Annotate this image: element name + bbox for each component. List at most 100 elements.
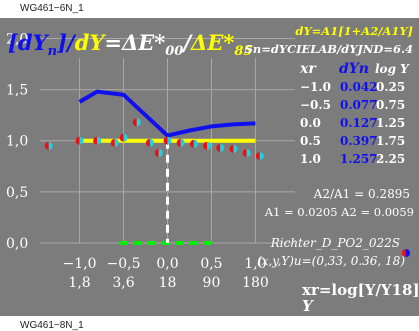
marker-right-half [167,136,172,145]
title-sub85: 85 [234,44,252,59]
data-marker [203,141,212,150]
marker-left-half [176,138,181,147]
title-dyn-sub: n [48,44,57,59]
title-slash: / [181,30,193,55]
data-marker [216,143,225,152]
marker-right-half [193,139,198,148]
x-tick-label-2: 1,8 [68,275,90,291]
marker-left-half [242,149,247,157]
title-dyn: dY [18,30,50,55]
source-coords: (x,y,Y)u=(0,33, 0.36, 18) [257,254,405,268]
grid [40,37,295,244]
title-sep: ]/ [56,30,77,55]
table-cell: 1.25 [376,116,405,130]
table-cell: 2.25 [376,152,405,166]
source-marker [402,249,410,257]
table-cell: 0.0 [300,116,321,130]
data-marker [189,139,198,148]
table-cell: −1.0 [300,80,331,94]
marker-left-half [255,152,260,161]
table-cell: 0.5 [300,134,321,148]
formula-line2: Sn=dYCIELAB/dYJND=6.4 [245,42,413,56]
marker-left-half [132,118,137,127]
x-axis-label-2: Y [302,297,314,315]
x-tick-label: 1,0 [244,256,266,272]
marker-left-half [154,149,159,157]
marker-left-half [203,141,208,150]
marker-right-half [123,133,128,142]
y-tick-labels: 0,0 0,5 1,0 1,5 2,0 [6,31,28,252]
title-dy: dY [75,30,107,55]
marker-right-half [97,136,102,145]
marker-left-half [145,138,150,147]
x-tick-label: 0,5 [200,256,222,272]
data-marker [119,133,128,142]
data-marker [145,138,154,147]
y-tick-label: 0,0 [6,236,28,252]
ratio-text: A2/A1 = 0.2895 [313,187,410,201]
table-header-dyn: dYn [339,61,369,77]
y-tick-label: 0,5 [6,185,28,201]
marker-right-half [79,136,84,145]
table-cell: −0.5 [300,98,331,112]
x-tick-label-2: 18 [159,275,177,291]
y-tick-label: 1,5 [6,83,28,99]
table-cell: 0.25 [376,80,405,94]
marker-right-half [233,144,238,153]
marker-left-half [110,138,115,147]
marker-right-half [246,149,251,157]
marker-left-half [229,144,234,153]
x-tick-label: 0,0 [156,256,178,272]
x-tick-label-2: 90 [203,275,221,291]
table-cell: 1.257 [340,152,378,166]
marker-right-half [180,138,185,147]
marker-left-half [189,139,194,148]
marker-right-half [48,141,53,150]
y-tick-label: 2,0 [6,31,28,47]
table-cell: 0.042 [340,80,378,94]
marker-right-half [158,149,163,157]
data-marker [229,144,238,153]
chart-title: [dYn]/dY=ΔE*00/ΔE*85 [8,30,252,59]
marker-left-half [93,136,98,145]
title-eq: =ΔE* [104,30,165,55]
data-marker [110,138,119,147]
figure-id-top: WG461−6N_1 [20,3,84,14]
data-marker [255,152,264,161]
marker-left-half [119,133,124,142]
table-cell: 0.75 [376,98,405,112]
data-marker [93,136,102,145]
data-marker [75,136,84,145]
data-marker [176,138,185,147]
x-tick-label: −1,0 [63,256,97,272]
y-tick-label: 1,0 [6,134,28,150]
marker-right-half [136,118,141,127]
x-axis-label: xr=log[Y/Y18] [302,281,419,299]
table-cell: 0.127 [340,116,378,130]
chart-panel [0,18,419,316]
marker-left-half [44,141,49,150]
x-tick-label: −0,5 [107,256,141,272]
table-cell: 1.75 [376,134,405,148]
title-de: ΔE* [190,30,234,55]
table-cell: 0.077 [340,98,378,112]
data-marker [242,149,251,157]
x-tick-label-2: 180 [242,275,269,291]
table-header-xr: xr [299,61,317,77]
data-marker [154,149,163,157]
markers-group [44,118,264,161]
x-tick-label-2: 3,6 [112,275,134,291]
data-marker [163,136,172,145]
series-line-0 [78,89,256,138]
title-sub00: 00 [165,44,183,59]
data-marker [44,141,53,150]
table-cell: 1.0 [300,152,321,166]
marker-right-half [114,138,119,147]
table-cell: 0.397 [340,134,378,148]
source-name: Richter_D_PO2_022S [270,236,400,250]
x-tick-labels: −1,0 −0,5 0,0 0,5 1,0 1,8 3,6 18 90 180 [63,256,269,291]
marker-right-half [259,152,264,161]
marker-right-half [149,138,154,147]
